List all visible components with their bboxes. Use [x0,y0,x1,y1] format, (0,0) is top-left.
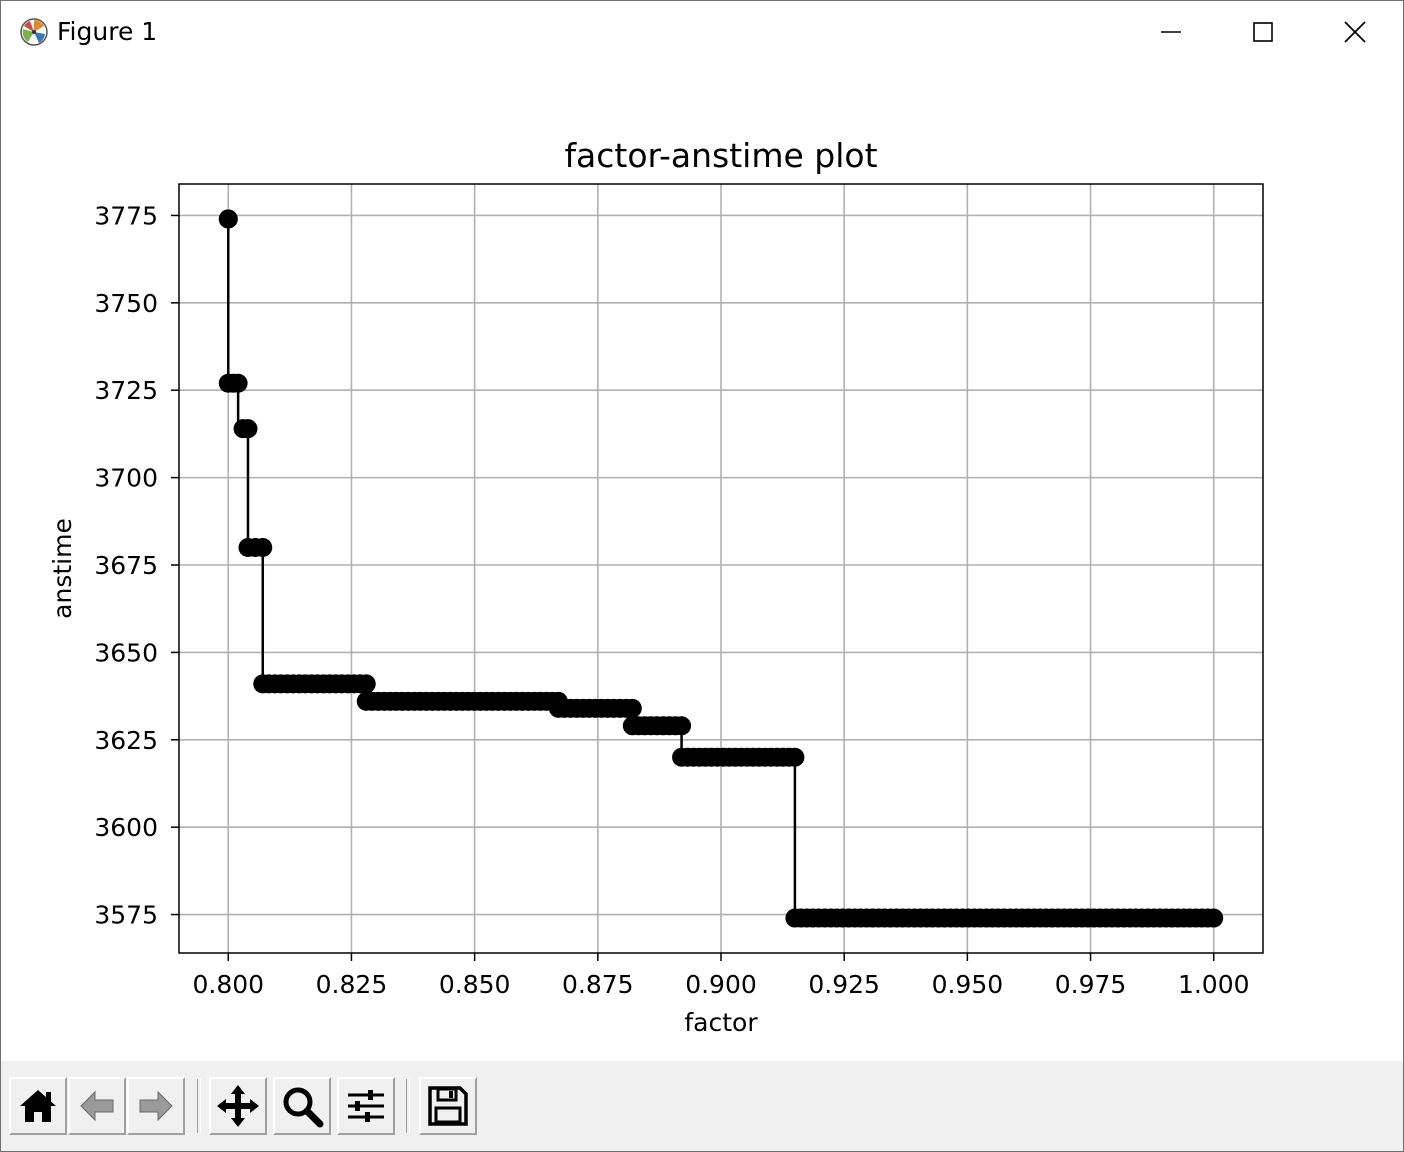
home-icon [20,1090,56,1122]
magnifier-icon [283,1087,324,1128]
back-button[interactable] [68,1077,126,1135]
data-point [228,373,248,393]
arrow-right-icon [139,1090,173,1122]
x-tick-label: 0.800 [192,970,264,999]
grid-lines [179,184,1263,953]
data-point [218,209,238,229]
data-point [785,747,805,767]
y-axis-label: anstime [48,518,77,619]
y-tick-label: 3725 [94,376,158,405]
floppy-disk-icon [428,1086,468,1126]
x-tick-label: 0.850 [439,970,511,999]
close-button[interactable] [1309,1,1401,63]
home-button[interactable] [9,1077,67,1135]
data-point [672,716,692,736]
minimize-button[interactable] [1125,1,1217,63]
zoom-button[interactable] [273,1077,331,1135]
y-tick-label: 3775 [94,201,158,230]
y-tick-label: 3675 [94,551,158,580]
data-point [622,698,642,718]
forward-button[interactable] [127,1077,185,1135]
data-series [218,209,1224,928]
save-button[interactable] [419,1077,477,1135]
sliders-icon [348,1090,384,1122]
navigation-toolbar [1,1061,1403,1151]
y-tick-label: 3575 [94,901,158,930]
maximize-icon [1253,22,1273,42]
y-tick-label: 3700 [94,464,158,493]
configure-subplots-button[interactable] [337,1077,395,1135]
minimize-icon [1161,31,1181,33]
x-tick-label: 0.950 [932,970,1004,999]
move-icon [217,1085,259,1127]
toolbar-separator [406,1079,410,1133]
pan-button[interactable] [209,1077,267,1135]
y-tick-label: 3625 [94,726,158,755]
x-tick-label: 0.875 [562,970,634,999]
x-tick-label: 0.925 [808,970,880,999]
x-tick-label: 0.975 [1055,970,1127,999]
title-bar[interactable]: Figure 1 [1,1,1403,63]
data-point [238,419,258,439]
axis-ticks: 0.800 0.825 0.850 0.875 0.900 0.925 0.950 0.975… [94,201,1249,999]
data-point [253,538,273,558]
y-tick-label: 3650 [94,638,158,667]
figure-canvas[interactable]: 0.800 0.825 0.850 0.875 0.900 0.925 0.950 0.975… [1,63,1403,1061]
data-point [356,674,376,694]
chart-title: factor-anstime plot [564,136,877,175]
y-tick-label: 3750 [94,289,158,318]
matplotlib-logo-icon [20,18,48,46]
chart[interactable]: 0.800 0.825 0.850 0.875 0.900 0.925 0.950 0.975… [1,63,1403,1061]
window-title: Figure 1 [57,17,158,46]
x-tick-label: 0.900 [685,970,757,999]
x-tick-label: 0.825 [316,970,388,999]
x-axis-label: factor [684,1008,758,1037]
y-tick-label: 3600 [94,813,158,842]
toolbar-separator [197,1079,201,1133]
arrow-left-icon [80,1090,114,1122]
maximize-button[interactable] [1217,1,1309,63]
data-point [1204,908,1224,928]
close-icon [1344,21,1366,43]
x-tick-label: 1.000 [1178,970,1250,999]
